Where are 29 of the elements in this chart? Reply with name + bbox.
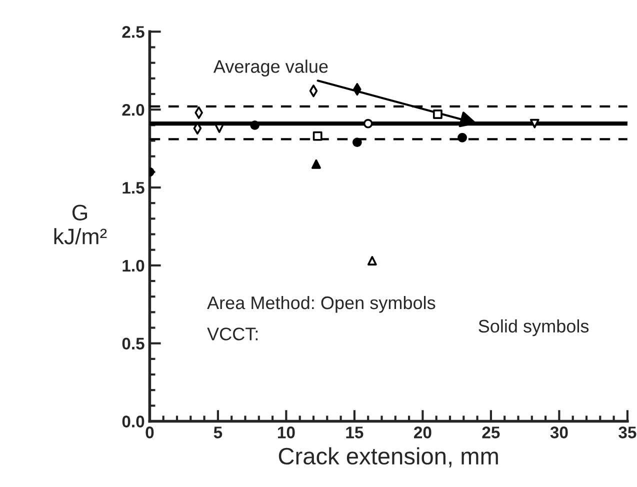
y-tick-label: 0.0: [122, 416, 144, 428]
point: [433, 110, 442, 119]
y-tick-label: 2.5: [122, 26, 144, 38]
point: [363, 118, 373, 128]
x-tick-label: 10: [278, 426, 295, 438]
x-tick-label: 25: [482, 426, 500, 438]
point: [250, 120, 260, 130]
annotation: Solid symbols: [478, 319, 589, 336]
x-tick-label: 0: [146, 426, 154, 438]
point: [312, 159, 321, 169]
annotation: Area Method: Open symbols: [207, 296, 436, 313]
x-tick-label: 30: [550, 426, 568, 438]
point: [352, 138, 362, 148]
x-tick-label: 20: [414, 426, 432, 438]
x-tick-label: 15: [346, 426, 364, 438]
x-tick-label: 5: [214, 426, 222, 438]
y-tick-label: 1.0: [122, 260, 144, 272]
point: [367, 256, 377, 266]
annotation: Average value: [213, 60, 328, 76]
y-axis-title: G kJ/m²: [54, 204, 107, 244]
x-tick-label: 35: [618, 426, 636, 438]
x-axis-title: Crack extension, mm: [278, 447, 498, 468]
y-tick-label: 2.0: [122, 104, 144, 116]
y-tick-label: 1.5: [122, 182, 144, 194]
point: [530, 118, 540, 128]
point: [312, 131, 322, 141]
annotation: VCCT:: [207, 328, 258, 340]
point: [458, 132, 467, 142]
y-tick-label: 0.5: [122, 338, 144, 350]
